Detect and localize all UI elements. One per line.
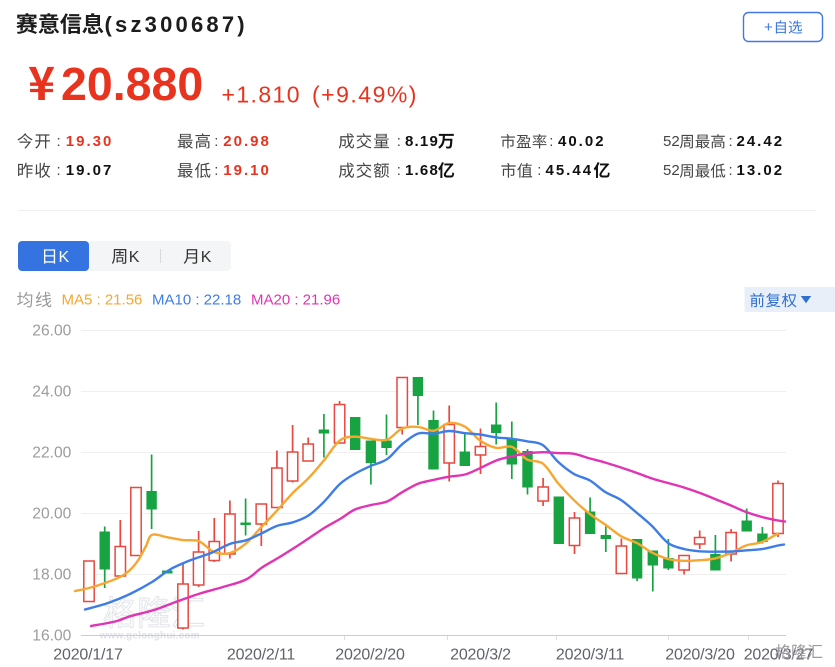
svg-text:13.02: 13.02 xyxy=(737,162,785,179)
svg-text:K: K xyxy=(201,249,212,266)
svg-text:52: 52 xyxy=(663,133,680,150)
svg-text:MA20 : 21.96: MA20 : 21.96 xyxy=(251,292,340,309)
svg-text:19.30: 19.30 xyxy=(66,133,114,150)
svg-text:24.00: 24.00 xyxy=(32,383,71,400)
svg-text:(+9.49%): (+9.49%) xyxy=(312,82,418,108)
svg-text:2020/3/20: 2020/3/20 xyxy=(665,646,735,663)
svg-text::: : xyxy=(537,162,541,179)
svg-text:+1.810: +1.810 xyxy=(222,82,301,108)
svg-text:MA10 : 22.18: MA10 : 22.18 xyxy=(152,292,241,309)
svg-text:19.10: 19.10 xyxy=(223,162,271,179)
svg-text:20.00: 20.00 xyxy=(32,505,71,522)
svg-text:1.68: 1.68 xyxy=(405,162,439,179)
svg-text:19.07: 19.07 xyxy=(66,162,114,179)
svg-text::: : xyxy=(214,162,218,179)
svg-text::: : xyxy=(214,133,218,150)
svg-text:16.00: 16.00 xyxy=(32,627,71,644)
svg-text:22.00: 22.00 xyxy=(32,444,71,461)
svg-text::: : xyxy=(397,133,401,150)
svg-text:52: 52 xyxy=(663,162,680,179)
svg-text:2020/2/20: 2020/2/20 xyxy=(335,646,405,663)
svg-text:K: K xyxy=(129,249,140,266)
svg-text:2020/3/11: 2020/3/11 xyxy=(556,646,624,663)
svg-text::: : xyxy=(57,162,61,179)
svg-text::: : xyxy=(57,133,61,150)
svg-text:40.02: 40.02 xyxy=(558,133,606,150)
svg-text:2020/1/17: 2020/1/17 xyxy=(53,646,123,663)
svg-text:20.98: 20.98 xyxy=(223,133,271,150)
svg-text:2020/3/2: 2020/3/2 xyxy=(450,646,511,663)
svg-text::: : xyxy=(549,133,553,150)
svg-text:20.880: 20.880 xyxy=(61,58,203,110)
svg-text:24.42: 24.42 xyxy=(737,133,785,150)
svg-text:18.00: 18.00 xyxy=(32,566,71,583)
svg-text:8.19: 8.19 xyxy=(405,133,439,150)
svg-text:K: K xyxy=(59,249,70,266)
svg-text:(sz300687): (sz300687) xyxy=(105,12,248,37)
svg-text:45.44: 45.44 xyxy=(546,162,594,179)
svg-text:26.00: 26.00 xyxy=(32,322,71,339)
svg-text:+: + xyxy=(764,19,773,36)
svg-text::: : xyxy=(397,162,401,179)
svg-text:2020/2/11: 2020/2/11 xyxy=(227,646,295,663)
svg-text::: : xyxy=(729,162,733,179)
svg-text:MA5 : 21.56: MA5 : 21.56 xyxy=(62,292,143,309)
svg-text::: : xyxy=(729,133,733,150)
